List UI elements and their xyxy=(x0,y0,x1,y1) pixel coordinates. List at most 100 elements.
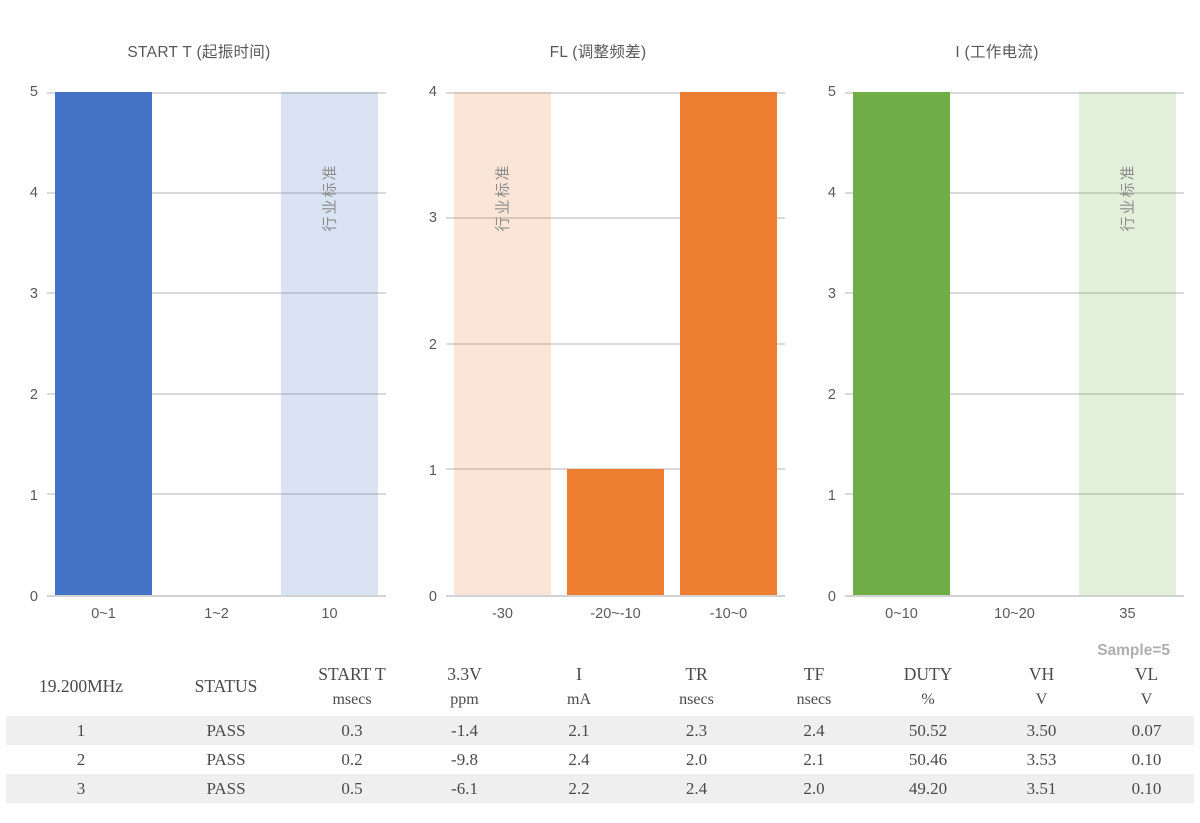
y-axis: 5 4 3 2 1 0 xyxy=(12,85,38,604)
standard-range-bar: 行业标准 xyxy=(1078,92,1177,595)
chart-title: START T (起振时间) xyxy=(127,44,271,61)
data-bar xyxy=(852,92,951,595)
table-cell: -6.1 xyxy=(451,778,478,798)
table-row: 3 PASS 0.5 -6.1 2.2 2.4 2.0 49.20 3.51 0.10 xyxy=(6,774,1194,803)
table-cell: 0.5 xyxy=(341,778,363,798)
column-header: VL V xyxy=(1099,660,1194,716)
data-bar xyxy=(566,469,665,595)
x-axis: 0~10 10~20 35 xyxy=(845,597,1184,622)
column-header: 3.3V ppm xyxy=(408,660,521,716)
y-tick-label: 0 xyxy=(827,588,836,605)
y-tick-label: 0 xyxy=(428,588,437,605)
table-cell: 0.2 xyxy=(341,749,363,769)
plot-area: 行业标准 xyxy=(446,92,785,597)
y-axis: 5 4 3 2 1 0 xyxy=(810,85,836,604)
chart-current: I (工作电流) 5 4 3 2 1 0 行业标准 0~10 10~20 35 xyxy=(810,0,1184,622)
y-tick-label: 2 xyxy=(827,386,836,403)
gridline xyxy=(446,216,785,219)
x-tick-label: 35 xyxy=(1119,606,1136,622)
column-label: DUTY xyxy=(903,664,953,684)
table-cell: 3.50 xyxy=(1026,720,1057,740)
chart-title: I (工作电流) xyxy=(955,44,1039,61)
y-tick-label: 3 xyxy=(827,285,836,302)
gridline xyxy=(47,92,386,94)
column-header: START T msecs xyxy=(296,660,408,716)
column-unit: msecs xyxy=(332,691,372,708)
y-axis: 4 3 2 1 0 xyxy=(411,85,437,604)
table-row: 1 PASS 0.3 -1.4 2.1 2.3 2.4 50.52 3.50 0.07 xyxy=(6,716,1194,745)
column-unit: nsecs xyxy=(679,691,714,708)
x-tick-label: 10 xyxy=(321,606,338,622)
results-section: Sample=5 19.200MHz STATUS START T msecs 3.3V… xyxy=(0,642,1200,803)
x-tick-label: -10~0 xyxy=(709,606,748,622)
column-label: 3.3V xyxy=(447,664,482,684)
standard-label: 行业标准 xyxy=(494,162,512,232)
standard-label-band: 行业标准 xyxy=(1079,92,1176,302)
column-header: VH V xyxy=(984,660,1099,716)
y-tick-label: 4 xyxy=(827,184,836,201)
x-tick-label: -30 xyxy=(492,606,513,622)
standard-label: 行业标准 xyxy=(1119,162,1137,232)
gridline xyxy=(845,392,1184,395)
column-label: 19.200MHz xyxy=(38,676,124,696)
column-header: STATUS xyxy=(156,660,296,716)
table-row: 2 PASS 0.2 -9.8 2.4 2.0 2.1 50.46 3.53 0.10 xyxy=(6,745,1194,774)
table-cell: 2.0 xyxy=(803,778,825,798)
gridline xyxy=(446,92,785,94)
standard-range-bar: 行业标准 xyxy=(453,92,552,595)
gridline xyxy=(845,92,1184,94)
table-cell: 2.0 xyxy=(685,749,708,769)
gridline xyxy=(47,191,386,194)
standard-label-band: 行业标准 xyxy=(281,92,378,302)
table-cell: 1 xyxy=(76,720,86,740)
x-tick-label: 0~1 xyxy=(91,606,116,622)
gridline xyxy=(47,392,386,395)
chart-body: 4 3 2 1 0 行业标准 xyxy=(411,85,785,604)
column-label: STATUS xyxy=(194,676,258,696)
standard-label-band: 行业标准 xyxy=(454,92,551,302)
table-cell: 0.3 xyxy=(341,720,363,740)
column-label: I xyxy=(576,664,582,684)
y-tick-label: 1 xyxy=(29,487,38,504)
data-bar xyxy=(679,92,778,595)
table-cell: -9.8 xyxy=(451,749,478,769)
y-tick-label: 5 xyxy=(827,83,836,100)
table-cell: -1.4 xyxy=(451,720,478,740)
column-header: DUTY% xyxy=(872,660,984,716)
gridline xyxy=(47,292,386,295)
column-unit: nsecs xyxy=(796,691,832,708)
y-tick-label: 1 xyxy=(827,487,836,504)
column-label: TR xyxy=(685,664,708,684)
y-tick-label: 3 xyxy=(29,285,38,302)
x-axis: 0~1 1~2 10 xyxy=(47,597,386,622)
table-cell: PASS xyxy=(206,778,246,798)
x-tick-label: -20~-10 xyxy=(590,606,641,622)
data-bar xyxy=(54,92,153,595)
table-cell: 2.4 xyxy=(568,749,590,769)
column-unit: % xyxy=(921,691,935,708)
table-cell: 2.4 xyxy=(685,778,708,798)
column-label: VH xyxy=(1028,664,1055,684)
x-tick-label: 1~2 xyxy=(204,606,229,622)
table-cell: 2.1 xyxy=(568,720,590,740)
column-unit: ppm xyxy=(450,691,479,708)
table-cell: 3.51 xyxy=(1026,778,1057,798)
column-header: 19.200MHz xyxy=(6,660,156,716)
y-tick-label: 2 xyxy=(29,386,38,403)
column-header: TR nsecs xyxy=(637,660,756,716)
y-tick-label: 4 xyxy=(428,83,437,100)
y-tick-label: 2 xyxy=(428,336,437,353)
chart-fl: FL (调整频差) 4 3 2 1 0 行业标准 -30 -20~-10 -10~0 xyxy=(411,0,785,622)
gridline xyxy=(845,493,1184,496)
gridline xyxy=(845,191,1184,194)
standard-range-bar: 行业标准 xyxy=(280,92,379,595)
table-cell: 0.07 xyxy=(1131,720,1162,740)
chart-body: 5 4 3 2 1 0 行业标准 xyxy=(810,85,1184,604)
gridline xyxy=(446,342,785,345)
column-label: VL xyxy=(1134,664,1159,684)
